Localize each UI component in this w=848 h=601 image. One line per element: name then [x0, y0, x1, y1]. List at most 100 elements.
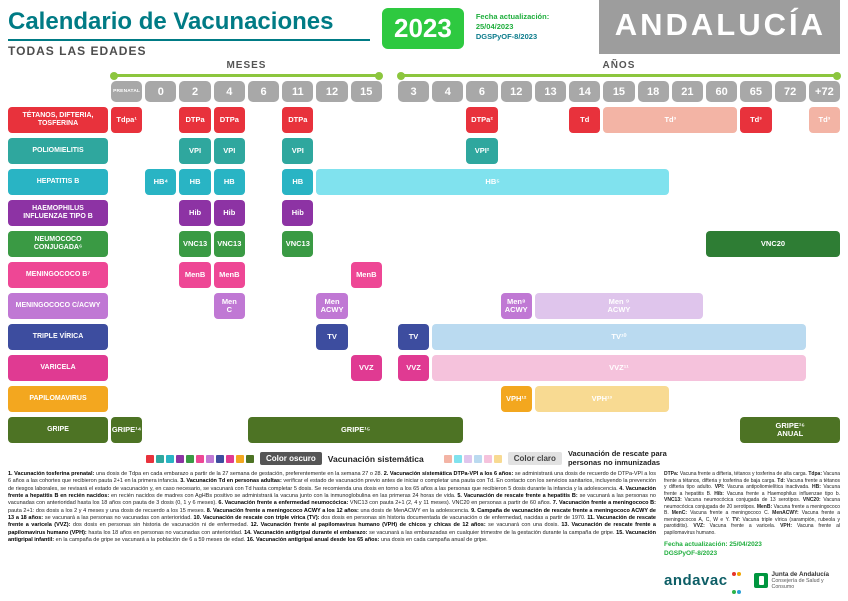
vaccine-dose-cell: Men⁸ ACWY [500, 293, 532, 319]
vaccine-row-label: PAPILOMAVIRUS [8, 386, 108, 412]
vaccine-row: MENINGOCOCO C/ACWY Men C Men ACWY Men⁸ ACWY… [8, 293, 840, 319]
footnotes-area: 1. Vacunación tosferina prenatal: una do… [8, 471, 840, 597]
vaccine-row: POLIOMIELITIS VPI VPI VPI VPI² [8, 138, 840, 164]
region-title: ANDALUCÍA [598, 0, 840, 54]
vaccine-dose-cell: GRIPE¹⁶ ANUAL [740, 417, 840, 443]
legend-swatch [463, 454, 472, 463]
legend-swatch [176, 454, 184, 463]
junta-text: Junta de Andalucía Consejería de Salud y… [772, 571, 840, 590]
year-badge: 2023 [382, 8, 464, 49]
age-column-headers: PRENATAL 0 2 4 6 11 12 15 3 4 6 12 13 14 15 18 21 60 65 72 +… [8, 81, 840, 102]
title-block: Calendario de Vacunaciones TODAS LAS EDA… [8, 0, 370, 58]
footer-document-reference: DGSPyOF-8/2023 [664, 549, 718, 557]
legend-swatch [246, 454, 254, 463]
legend-rescue-text: Vacunación de rescate para personas no i… [567, 449, 667, 467]
vaccine-dose-cell: Hib [213, 200, 245, 226]
anos-section: AÑOS [396, 60, 842, 80]
age-column-header: 15 [603, 81, 635, 102]
title-rule [8, 39, 370, 41]
vaccine-row-label: VARICELA [8, 355, 108, 381]
junta-emblem-icon [754, 573, 768, 589]
vaccine-dose-cell: TV [316, 324, 348, 350]
calendar-grid: TÉTANOS, DIFTERIA, TOSFERINA Tdpa¹ DTPa DTP… [8, 102, 840, 443]
vaccine-dose-cell: Men ACWY [316, 293, 348, 319]
vaccine-dose-cell: VPH¹³ [534, 386, 669, 412]
vaccine-dose-cell: HB [282, 169, 314, 195]
footer-update-date: Fecha actualización: 25/04/2023 [664, 541, 762, 548]
age-column-header: 60 [706, 81, 738, 102]
age-column-header: 18 [637, 81, 669, 102]
junta-department: Consejería de Salud y Consumo [771, 578, 824, 591]
vaccine-dose-cell: VPI [282, 138, 314, 164]
legend-swatch [483, 454, 492, 463]
age-column-header: 4 [432, 81, 464, 102]
page-subtitle: TODAS LAS EDADES [8, 44, 147, 58]
vaccine-row: MENINGOCOCO B⁷ MenB MenB MenB [8, 262, 840, 288]
anos-label: AÑOS [602, 60, 636, 71]
vaccine-dose-cell: VNC20 [706, 231, 840, 257]
vaccine-dose-cell: Hib [282, 200, 314, 226]
vaccine-dose-cell: HB [213, 169, 245, 195]
dark-color-swatches [146, 454, 254, 463]
legend-swatch [206, 454, 214, 463]
age-column-header: 13 [534, 81, 567, 102]
meses-section: MESES [110, 60, 383, 80]
junta-name: Junta de Andalucía [771, 570, 830, 578]
vaccine-dose-cell: DTPa [213, 107, 245, 133]
age-column-header: PRENATAL [111, 81, 143, 102]
vaccine-row: NEUMOCOCO CONJUGADA⁶ VNC13 VNC13 VNC13 VNC20 [8, 231, 840, 257]
legend-swatch [156, 454, 164, 463]
age-column-header: 11 [282, 81, 314, 102]
vaccine-dose-cell: DTPa [282, 107, 314, 133]
vaccine-dose-cell: Td³ [603, 107, 738, 133]
axis-sections: MESES AÑOS [8, 60, 842, 80]
vaccine-dose-cell: HB⁵ [316, 169, 669, 195]
vaccine-dose-cell: TV¹⁰ [432, 324, 806, 350]
age-column-header: 14 [569, 81, 601, 102]
vaccine-dose-cell: Td [569, 107, 601, 133]
andavac-dot [731, 589, 736, 594]
legend-systematic-text: Vacunación sistemática [327, 453, 424, 464]
footnotes-text: 1. Vacunación tosferina prenatal: una do… [8, 471, 656, 543]
age-column-header: 3 [397, 81, 430, 102]
document-reference: DGSPyOF-8/2023 [475, 32, 538, 42]
vaccine-dose-cell: VNC13 [282, 231, 314, 257]
footer-update-info: Fecha actualización: 25/04/2023 DGSPyOF-… [664, 541, 840, 559]
vaccine-dose-cell: HB [179, 169, 211, 195]
vaccine-dose-cell: VPI² [466, 138, 498, 164]
update-date: Fecha actualización: 25/04/2023 [475, 12, 550, 32]
vaccine-dose-cell: MenB [179, 262, 211, 288]
vaccine-dose-cell: Tdpa¹ [111, 107, 143, 133]
legend-swatch [493, 454, 502, 463]
vaccine-dose-cell: GRIPE¹⁴ [111, 417, 143, 443]
vaccine-dose-cell: VNC13 [179, 231, 211, 257]
meses-label: MESES [226, 60, 267, 71]
age-column-header: 4 [213, 81, 245, 102]
legend-swatch [186, 454, 194, 463]
vaccine-dose-cell: VPI [179, 138, 211, 164]
vaccine-dose-cell: Td³ [740, 107, 772, 133]
abbreviations-text: DTPa: Vacuna frente a difteria, tétanos … [664, 471, 840, 536]
vaccine-dose-cell: DTPa [179, 107, 211, 133]
vaccine-row-label: TÉTANOS, DIFTERIA, TOSFERINA [8, 107, 108, 133]
legend-light-label: Color claro [507, 452, 562, 465]
vaccine-row-label: MENINGOCOCO B⁷ [8, 262, 108, 288]
age-column-header: 12 [316, 81, 348, 102]
vaccine-row: PAPILOMAVIRUS VPH¹² VPH¹³ [8, 386, 840, 412]
andavac-dot [736, 589, 741, 594]
vaccine-row: TÉTANOS, DIFTERIA, TOSFERINA Tdpa¹ DTPa DTP… [8, 107, 840, 133]
vaccine-row: HEPATITIS B HB⁴ HB HB HB HB⁵ [8, 169, 840, 195]
age-column-header: 72 [774, 81, 806, 102]
vaccine-dose-cell: TV [397, 324, 430, 350]
vaccine-dose-cell: VVZ¹¹ [432, 355, 806, 381]
age-column-header: 15 [350, 81, 382, 102]
age-column-header: +72 [808, 81, 840, 102]
vaccine-dose-cell: VPI [213, 138, 245, 164]
vaccine-dose-cell: Td³ [808, 107, 840, 133]
page-title: Calendario de Vacunaciones [8, 8, 334, 35]
age-column-header: 0 [145, 81, 177, 102]
andavac-wordmark: andavac [664, 572, 728, 590]
legend: Color oscuro Vacunación sistemática Colo… [146, 449, 840, 467]
age-column-header: 6 [247, 81, 280, 102]
andavac-dot [736, 571, 741, 576]
